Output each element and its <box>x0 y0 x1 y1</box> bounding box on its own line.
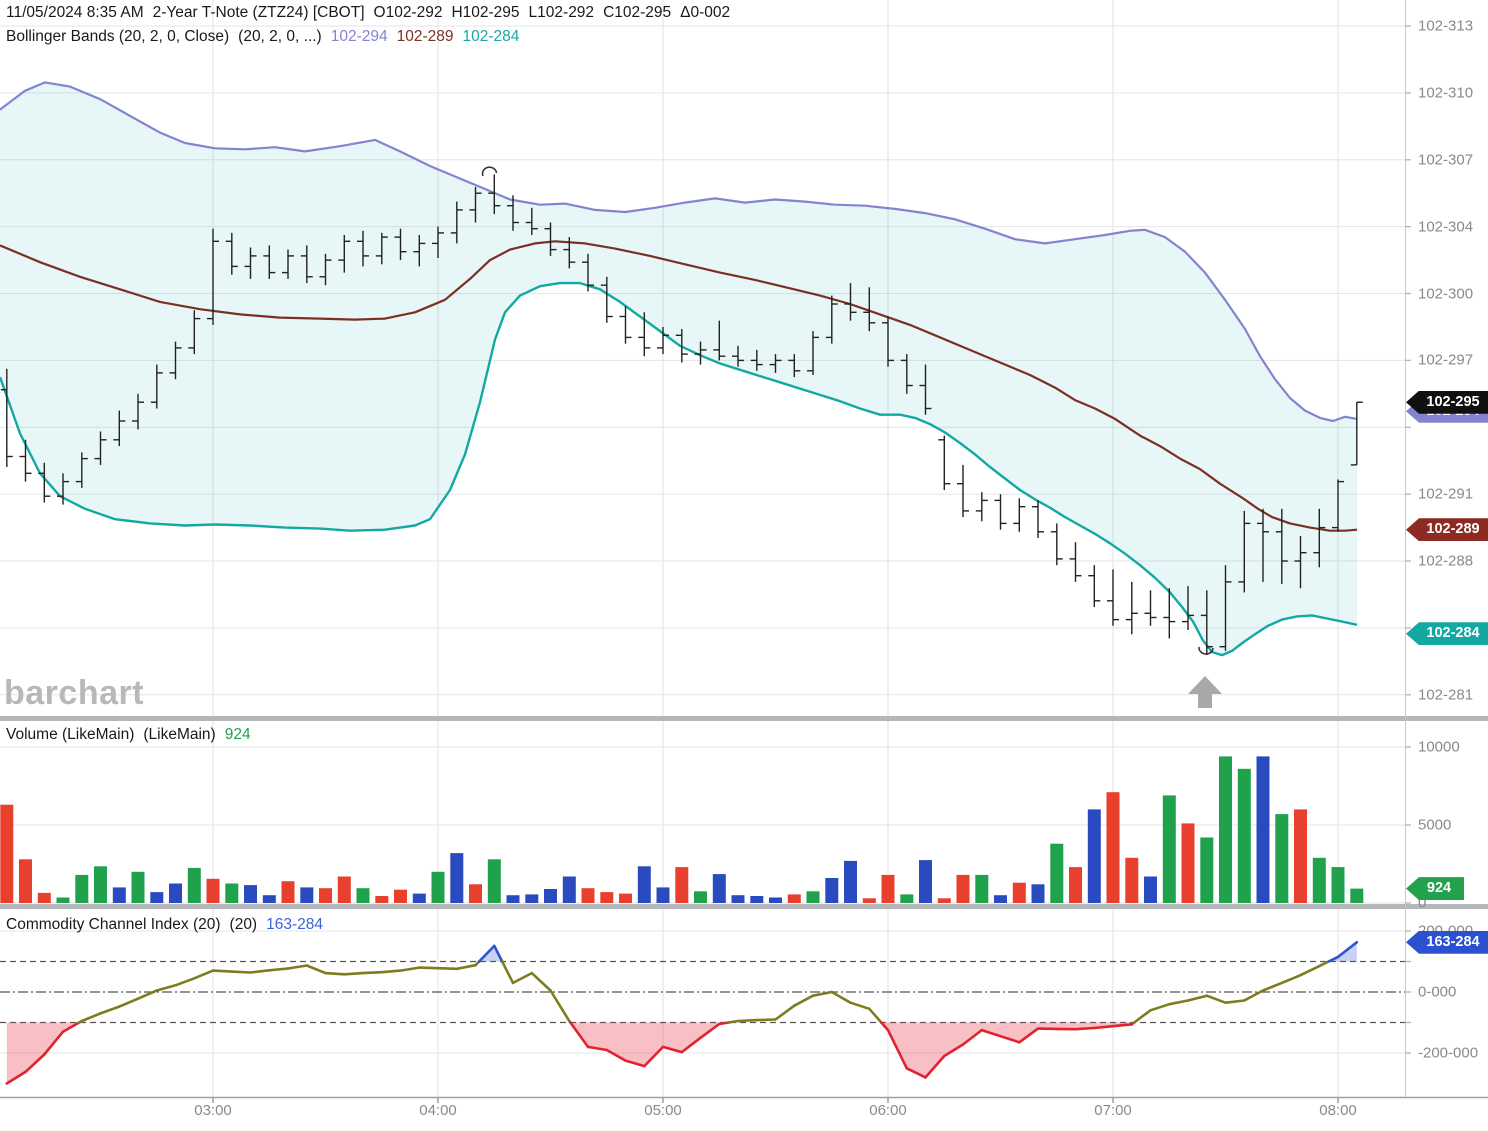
cci-axis-label: -200-000 <box>1418 1044 1479 1062</box>
price-axis-label: 102-304 <box>1418 218 1474 236</box>
time-axis-label: 04:00 <box>419 1102 457 1119</box>
chart-header: 11/05/2024 8:35 AM 2-Year T-Note (ZTZ24) … <box>6 4 739 22</box>
cci-legend-params: (20) <box>229 916 258 933</box>
cci-legend: Commodity Channel Index (20) (20) 163-284 <box>6 916 332 934</box>
cci-axis-label: 0-000 <box>1418 983 1457 1001</box>
header-change: Δ0-002 <box>680 4 731 21</box>
header-close: C102-295 <box>603 4 672 21</box>
header-low: L102-292 <box>528 4 595 21</box>
header-high: H102-295 <box>451 4 520 21</box>
volume-last-value: 924 <box>224 726 251 743</box>
time-axis-label: 06:00 <box>869 1102 907 1119</box>
cci-legend-name: Commodity Channel Index (20) <box>6 916 221 933</box>
bollinger-upper-value: 102-294 <box>330 28 388 45</box>
cci-badge: 163-284 <box>1406 930 1488 954</box>
price-axis-label: 102-313 <box>1418 17 1474 35</box>
time-axis-label: 05:00 <box>644 1102 682 1119</box>
price-badge-102-295: 102-295 <box>1406 390 1488 414</box>
volume-axis-label: 5000 <box>1418 816 1452 834</box>
bollinger-legend-params: (20, 2, 0, ...) <box>238 28 322 45</box>
header-instrument: 2-Year T-Note (ZTZ24) [CBOT] <box>152 4 365 21</box>
price-badge-102-289: 102-289 <box>1406 518 1488 542</box>
barchart-logo: barchart <box>4 674 145 712</box>
volume-axis-label: 0 <box>1418 894 1427 912</box>
time-axis-label: 08:00 <box>1319 1102 1357 1119</box>
bollinger-middle-value: 102-289 <box>396 28 454 45</box>
header-open: O102-292 <box>373 4 443 21</box>
price-axis-label: 102-307 <box>1418 151 1474 169</box>
volume-legend-name: Volume (LikeMain) <box>6 726 135 743</box>
price-axis-label: 102-297 <box>1418 351 1474 369</box>
time-axis-label: 03:00 <box>194 1102 232 1119</box>
price-axis-label: 102-291 <box>1418 485 1474 503</box>
price-axis-label: 102-288 <box>1418 552 1474 570</box>
volume-badge: 924 <box>1406 877 1464 901</box>
bollinger-legend: Bollinger Bands (20, 2, 0, Close) (20, 2,… <box>6 28 528 46</box>
volume-axis-label: 10000 <box>1418 738 1460 756</box>
volume-legend-params: (LikeMain) <box>143 726 216 743</box>
time-axis-label: 07:00 <box>1094 1102 1132 1119</box>
price-axis-label: 102-310 <box>1418 84 1474 102</box>
price-badge-102-284: 102-284 <box>1406 622 1488 646</box>
bollinger-legend-name: Bollinger Bands (20, 2, 0, Close) <box>6 28 230 45</box>
price-axis-label: 102-300 <box>1418 285 1474 302</box>
bollinger-lower-value: 102-284 <box>462 28 520 45</box>
price-axis-label: 102-281 <box>1418 686 1474 704</box>
cci-last-value: 163-284 <box>266 916 323 933</box>
header-datetime: 11/05/2024 8:35 AM <box>6 4 144 21</box>
volume-legend: Volume (LikeMain) (LikeMain) 924 <box>6 726 260 744</box>
